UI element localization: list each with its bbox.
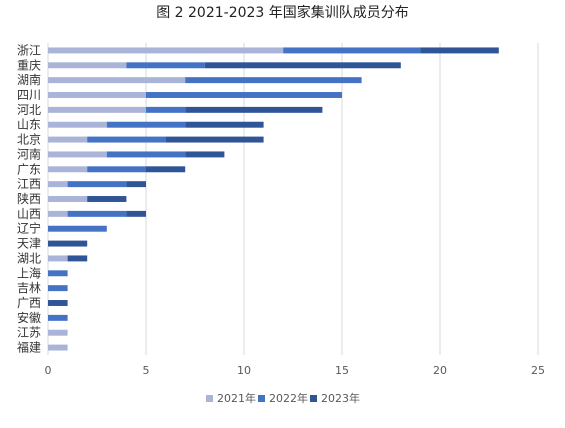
x-tick-label: 5 [143, 364, 150, 377]
x-tick-label: 10 [237, 364, 251, 377]
y-tick-label: 河南 [17, 146, 41, 161]
y-tick-label: 江苏 [17, 326, 41, 340]
bar-segment [87, 136, 166, 143]
bar-segment [48, 344, 68, 351]
y-tick-label: 湖北 [17, 250, 41, 265]
chart-title: 图 2 2021-2023 年国家集训队成员分布 [156, 5, 409, 21]
legend-label: 2023年 [321, 391, 360, 405]
bar-segment [185, 106, 323, 113]
legend-label: 2022年 [269, 391, 308, 405]
y-tick-label: 山西 [17, 207, 41, 221]
bar-segment [126, 181, 146, 188]
legend-swatch [206, 395, 213, 402]
bar-segment [283, 47, 421, 54]
y-tick-label: 天津 [17, 237, 41, 251]
bar-segment [87, 166, 146, 173]
bar-segment [48, 210, 68, 217]
bar-segment [126, 210, 146, 217]
x-tick-label: 0 [45, 364, 52, 377]
bar-segment [185, 77, 362, 84]
y-tick-label: 吉林 [17, 281, 41, 295]
bar-segment [48, 106, 146, 113]
bar-segment [106, 121, 186, 128]
bar-segment [48, 240, 88, 247]
x-tick-label: 15 [335, 364, 349, 377]
bar-segment [204, 62, 401, 69]
bar-segment [48, 77, 186, 84]
legend-label: 2021年 [217, 391, 256, 405]
bar-segment [48, 181, 68, 188]
y-tick-label: 广西 [17, 296, 41, 310]
bar-segment [48, 314, 68, 321]
bar-segment [106, 151, 186, 158]
bar-segment [67, 255, 88, 262]
y-tick-label: 重庆 [17, 58, 41, 72]
bar-segment [67, 181, 127, 188]
y-tick-label: 福建 [17, 340, 41, 355]
y-tick-label: 广东 [17, 162, 41, 176]
x-tick-label: 20 [433, 364, 447, 377]
bar-segment [48, 166, 88, 173]
bar-segment [48, 151, 107, 158]
y-tick-label: 北京 [17, 133, 41, 147]
y-tick-label: 上海 [17, 265, 41, 280]
bar-segment [48, 196, 88, 202]
y-tick-label: 河北 [17, 103, 41, 117]
legend-swatch [310, 395, 317, 402]
bar-segment [48, 225, 107, 232]
y-tick-label: 湖南 [17, 72, 41, 87]
y-tick-label: 安徽 [17, 310, 41, 325]
bar-segment [67, 210, 127, 217]
bar-segment [48, 47, 284, 54]
y-tick-label: 浙江 [17, 43, 41, 57]
y-tick-label: 陕西 [17, 191, 41, 206]
bar-segment [420, 47, 499, 54]
bar-segment [146, 92, 342, 98]
bar-segment [48, 92, 146, 98]
bar-segment [48, 285, 68, 292]
bar-segment [87, 196, 127, 202]
bar-segment [126, 62, 205, 69]
bar-segment [146, 106, 186, 113]
bar-segment [48, 62, 127, 69]
y-tick-label: 山东 [17, 118, 41, 132]
bar-segment [48, 300, 68, 306]
bar-segment [48, 270, 68, 277]
bar-segment [48, 255, 68, 262]
bar-segment [185, 151, 225, 158]
bar-segment [48, 121, 107, 128]
bar-segment [146, 166, 186, 173]
bar-segment [48, 329, 68, 336]
y-tick-label: 江西 [17, 177, 41, 191]
legend-swatch [258, 395, 265, 402]
y-tick-label: 四川 [17, 88, 41, 102]
bar-segment [165, 136, 264, 143]
bar-segment [185, 121, 264, 128]
y-tick-label: 辽宁 [17, 221, 41, 236]
bar-segment [48, 136, 88, 143]
x-tick-label: 25 [531, 364, 545, 377]
